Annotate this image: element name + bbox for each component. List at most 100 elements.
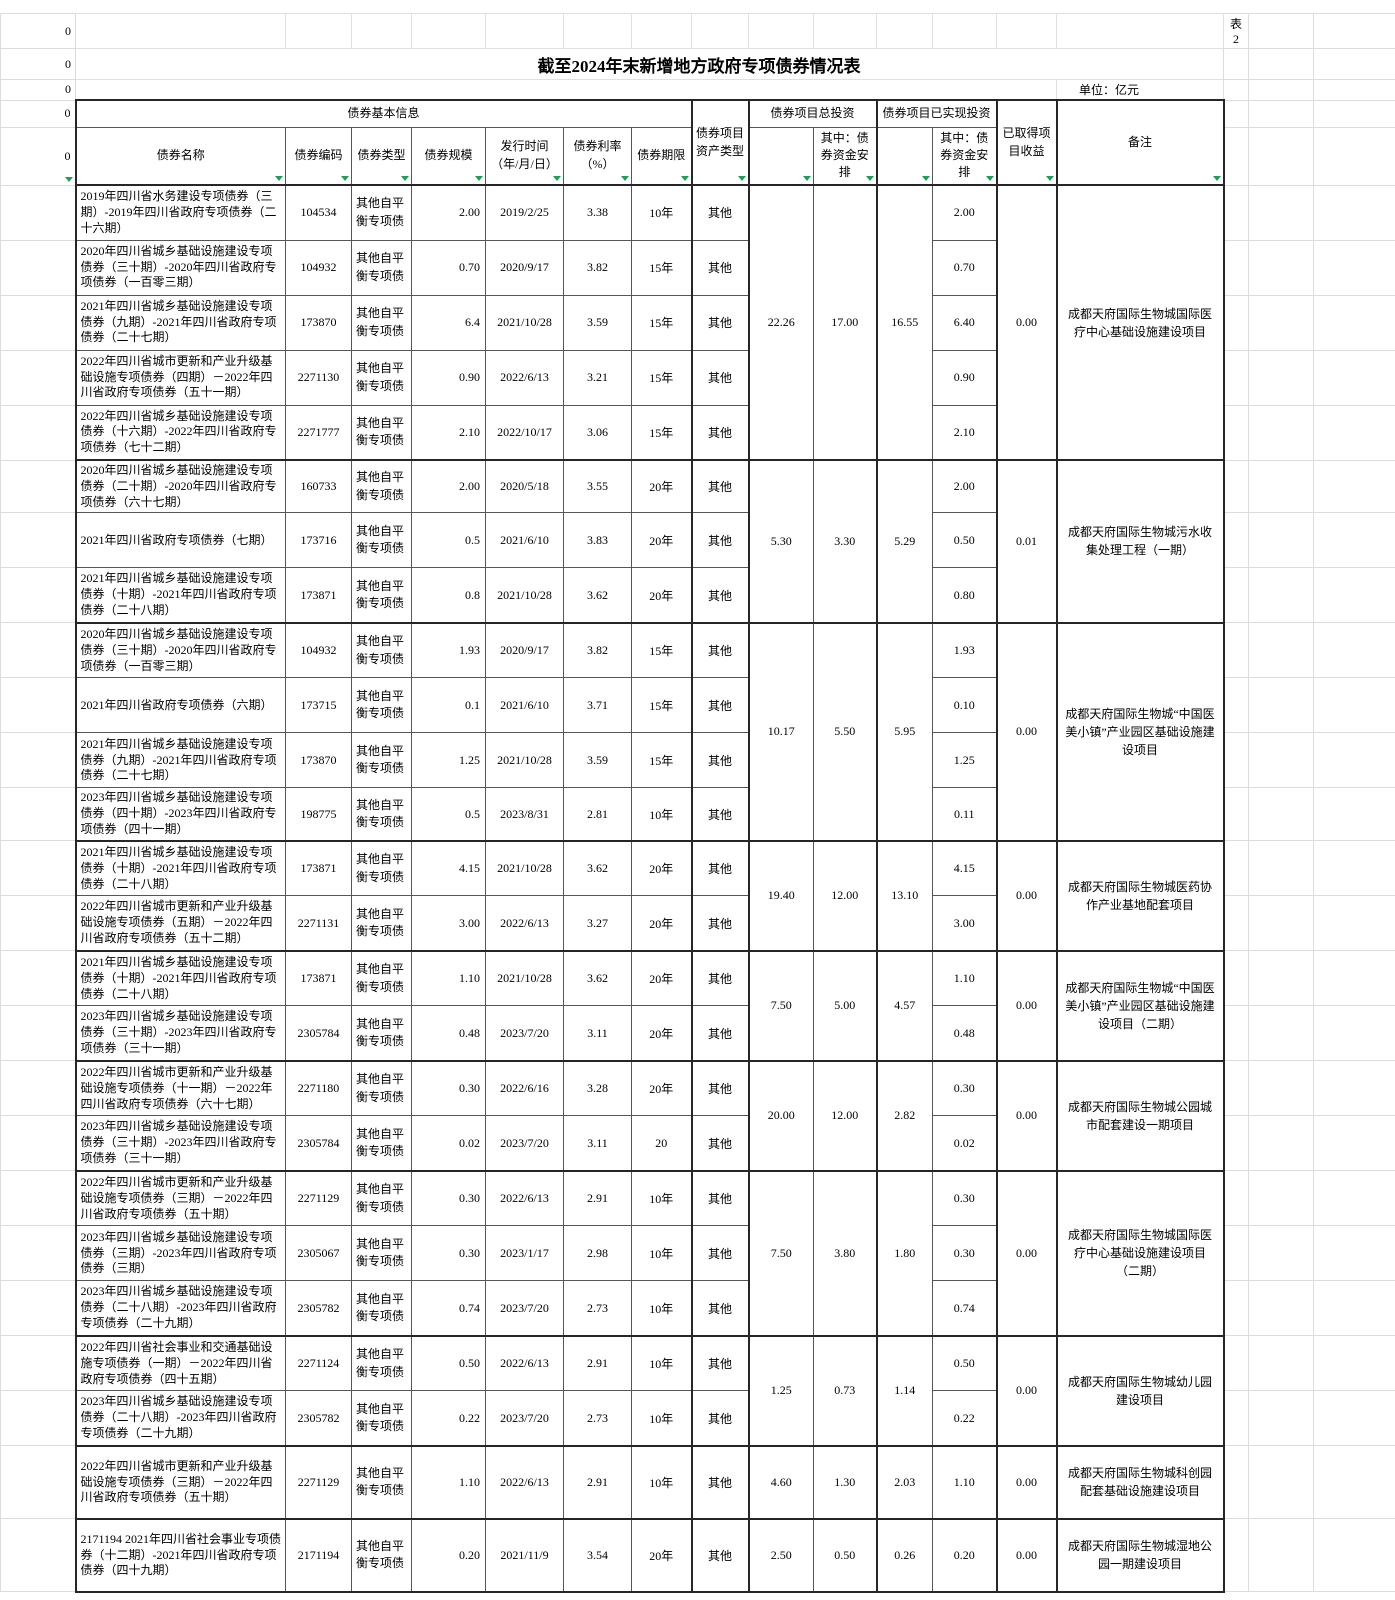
cell-bond-type[interactable]: 其他自平衡专项债 <box>351 567 412 624</box>
margin-cell[interactable] <box>0 459 76 514</box>
cell-realized-fund-arranged[interactable]: 0.74 <box>932 1280 997 1337</box>
filter-icon[interactable] <box>401 176 409 181</box>
empty-cell[interactable] <box>1313 1280 1395 1337</box>
header-bond-name[interactable]: 债券名称 <box>74 126 286 186</box>
cell-bond-name[interactable]: 2020年四川省城乡基础设施建设专项债券（三十期）-2020年四川省政府专项债券… <box>74 239 286 296</box>
cell-bond-name[interactable]: 2023年四川省城乡基础设施建设专项债券（三十期）-2023年四川省政府专项债券… <box>74 1115 286 1172</box>
header-bond-type[interactable]: 债券类型 <box>351 126 412 186</box>
cell-bond-rate[interactable]: 3.55 <box>563 459 632 514</box>
empty-cell[interactable] <box>485 13 564 49</box>
cell-bond-code[interactable]: 2271180 <box>285 1059 352 1117</box>
empty-cell[interactable] <box>1313 126 1395 186</box>
cell-total-investment[interactable]: 2.50 <box>747 1517 814 1593</box>
margin-cell[interactable] <box>0 567 76 624</box>
cell-total-investment[interactable]: 19.40 <box>747 839 814 952</box>
cell-bond-type[interactable]: 其他自平衡专项债 <box>351 677 412 734</box>
cell-realized-fund-arranged[interactable]: 0.30 <box>932 1059 997 1117</box>
cell-total-investment[interactable]: 4.60 <box>747 1444 814 1520</box>
empty-cell[interactable] <box>876 13 933 49</box>
cell-realized-fund-arranged[interactable]: 0.80 <box>932 567 997 624</box>
cell-bond-term[interactable]: 15年 <box>631 404 692 461</box>
cell-bond-rate[interactable]: 2.91 <box>563 1444 632 1520</box>
cell-bond-scale[interactable]: 1.10 <box>411 949 486 1007</box>
cell-remark[interactable]: 成都天府国际生物城“中国医美小镇”产业园区基础设施建设项目 <box>1055 621 1225 842</box>
empty-cell[interactable] <box>1223 126 1249 186</box>
cell-remark[interactable]: 成都天府国际生物城幼儿园建设项目 <box>1055 1334 1225 1447</box>
cell-issue-date[interactable]: 2021/6/10 <box>485 677 564 734</box>
cell-bond-scale[interactable]: 0.1 <box>411 677 486 734</box>
cell-bond-name[interactable]: 2171194 2021年四川省社会事业专项债券（十二期）-2021年四川省政府… <box>74 1517 286 1593</box>
filter-icon[interactable] <box>865 176 874 181</box>
cell-bond-name[interactable]: 2023年四川省城乡基础设施建设专项债券（三十期）-2023年四川省政府专项债券… <box>74 1005 286 1062</box>
empty-cell[interactable] <box>1223 677 1249 734</box>
cell-asset-type[interactable]: 其他 <box>690 1444 749 1520</box>
cell-bond-name[interactable]: 2021年四川省城乡基础设施建设专项债券（九期）-2021年四川省政府专项债券（… <box>74 294 286 351</box>
cell-bond-rate[interactable]: 3.62 <box>563 949 632 1007</box>
cell-total-investment[interactable]: 20.00 <box>747 1059 814 1172</box>
margin-cell[interactable] <box>0 1518 76 1593</box>
margin-cell[interactable] <box>0 787 76 842</box>
cell-asset-type[interactable]: 其他 <box>690 294 749 351</box>
cell-bond-name[interactable]: 2020年四川省城乡基础设施建设专项债券（二十期）-2020年四川省政府专项债券… <box>74 459 286 514</box>
cell-bond-code[interactable]: 173715 <box>285 677 352 734</box>
header-remark[interactable]: 备注 <box>1055 99 1225 186</box>
cell-total-fund-arranged[interactable]: 0.50 <box>813 1517 877 1593</box>
cell-bond-type[interactable]: 其他自平衡专项债 <box>351 1280 412 1337</box>
empty-cell[interactable] <box>1248 840 1314 897</box>
cell-realized-fund-arranged[interactable]: 1.93 <box>932 621 997 679</box>
empty-cell[interactable] <box>1223 1005 1249 1062</box>
cell-bond-code[interactable]: 160733 <box>285 459 352 514</box>
cell-bond-scale[interactable]: 0.30 <box>411 1225 486 1282</box>
cell-bond-rate[interactable]: 3.27 <box>563 895 632 952</box>
cell-issue-date[interactable]: 2022/6/13 <box>485 1169 564 1227</box>
empty-cell[interactable] <box>75 13 286 49</box>
empty-cell[interactable] <box>1223 1170 1249 1227</box>
cell-bond-scale[interactable]: 0.8 <box>411 567 486 624</box>
cell-bond-scale[interactable]: 0.5 <box>411 512 486 569</box>
empty-cell[interactable] <box>411 13 486 49</box>
cell-bond-scale[interactable]: 3.00 <box>411 895 486 952</box>
filter-icon[interactable] <box>737 176 746 181</box>
cell-asset-type[interactable]: 其他 <box>690 1059 749 1117</box>
empty-cell[interactable] <box>1248 459 1314 514</box>
empty-cell[interactable] <box>1248 732 1314 789</box>
margin-cell[interactable] <box>0 1335 76 1392</box>
cell-bond-code[interactable]: 2305782 <box>285 1390 352 1447</box>
cell-bond-name[interactable]: 2021年四川省城乡基础设施建设专项债券（十期）-2021年四川省政府专项债券（… <box>74 949 286 1007</box>
empty-cell[interactable] <box>691 13 749 49</box>
empty-cell[interactable] <box>1223 404 1249 461</box>
cell-total-fund-arranged[interactable]: 1.30 <box>813 1444 877 1520</box>
cell-bond-scale[interactable]: 0.02 <box>411 1115 486 1172</box>
cell-issue-date[interactable]: 2022/6/16 <box>485 1059 564 1117</box>
margin-cell[interactable] <box>0 1280 76 1337</box>
cell-bond-scale[interactable]: 2.00 <box>411 459 486 514</box>
cell-bond-code[interactable]: 2271131 <box>285 895 352 952</box>
empty-cell[interactable] <box>1313 184 1395 241</box>
cell-realized-fund-arranged[interactable]: 3.00 <box>932 895 997 952</box>
cell-bond-code[interactable]: 173870 <box>285 732 352 789</box>
empty-cell[interactable] <box>1248 1115 1314 1172</box>
cell-bond-type[interactable]: 其他自平衡专项债 <box>351 459 412 514</box>
cell-bond-code[interactable]: 2271130 <box>285 349 352 406</box>
cell-total-investment[interactable]: 10.17 <box>747 621 814 842</box>
cell-bond-type[interactable]: 其他自平衡专项债 <box>351 1169 412 1227</box>
filter-icon[interactable] <box>621 176 629 181</box>
cell-bond-term[interactable]: 10年 <box>631 1280 692 1337</box>
cell-bond-name[interactable]: 2023年四川省城乡基础设施建设专项债券（四十期）-2023年四川省政府专项债券… <box>74 787 286 842</box>
cell-remark[interactable]: 成都天府国际生物城污水收集处理工程（一期） <box>1055 459 1225 624</box>
cell-bond-type[interactable]: 其他自平衡专项债 <box>351 1005 412 1062</box>
cell-bond-rate[interactable]: 2.91 <box>563 1334 632 1392</box>
cell-asset-type[interactable]: 其他 <box>690 1390 749 1447</box>
cell-realized-investment[interactable]: 5.95 <box>875 621 933 842</box>
cell-bond-scale[interactable]: 0.20 <box>411 1517 486 1593</box>
cell-issue-date[interactable]: 2021/10/28 <box>485 294 564 351</box>
empty-cell[interactable] <box>1248 895 1314 952</box>
cell-asset-type[interactable]: 其他 <box>690 839 749 897</box>
empty-cell[interactable] <box>1223 512 1249 569</box>
empty-cell[interactable] <box>1223 787 1249 842</box>
header-issue-date[interactable]: 发行时间（年/月/日） <box>485 126 564 186</box>
filter-icon[interactable] <box>1045 176 1054 181</box>
cell-bond-type[interactable]: 其他自平衡专项债 <box>351 1390 412 1447</box>
cell-remark[interactable]: 成都天府国际生物城医药协作产业基地配套项目 <box>1055 839 1225 952</box>
empty-cell[interactable] <box>1223 79 1249 101</box>
